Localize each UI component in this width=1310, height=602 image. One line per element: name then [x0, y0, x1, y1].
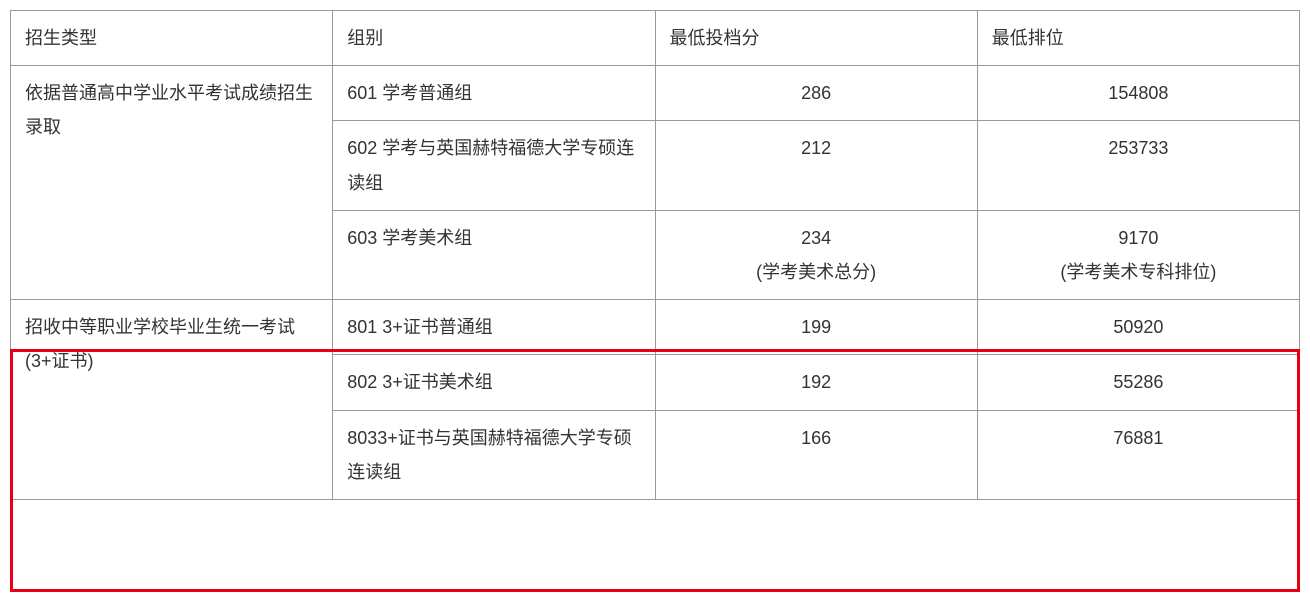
- type-cell: 招收中等职业学校毕业生统一考试(3+证书): [11, 300, 333, 500]
- score-cell: 212: [655, 121, 977, 210]
- col-header-score: 最低投档分: [655, 11, 977, 66]
- group-cell: 801 3+证书普通组: [333, 300, 655, 355]
- group-cell: 602 学考与英国赫特福德大学专硕连读组: [333, 121, 655, 210]
- table-row: 招收中等职业学校毕业生统一考试(3+证书) 801 3+证书普通组 199 50…: [11, 300, 1300, 355]
- col-header-group: 组别: [333, 11, 655, 66]
- group-cell: 601 学考普通组: [333, 66, 655, 121]
- score-note: (学考美术总分): [756, 262, 876, 282]
- group-cell: 802 3+证书美术组: [333, 355, 655, 410]
- score-cell: 166: [655, 410, 977, 499]
- group-cell: 603 学考美术组: [333, 210, 655, 299]
- admissions-table: 招生类型 组别 最低投档分 最低排位 依据普通高中学业水平考试成绩招生录取 60…: [10, 10, 1300, 500]
- rank-cell: 76881: [977, 410, 1299, 499]
- col-header-rank: 最低排位: [977, 11, 1299, 66]
- score-cell: 199: [655, 300, 977, 355]
- rank-cell: 9170 (学考美术专科排位): [977, 210, 1299, 299]
- score-cell: 286: [655, 66, 977, 121]
- table-header-row: 招生类型 组别 最低投档分 最低排位: [11, 11, 1300, 66]
- rank-value: 9170: [1118, 228, 1158, 248]
- rank-cell: 55286: [977, 355, 1299, 410]
- score-cell: 234 (学考美术总分): [655, 210, 977, 299]
- score-cell: 192: [655, 355, 977, 410]
- type-cell: 依据普通高中学业水平考试成绩招生录取: [11, 66, 333, 300]
- rank-cell: 50920: [977, 300, 1299, 355]
- score-value: 234: [801, 228, 831, 248]
- table-row: 依据普通高中学业水平考试成绩招生录取 601 学考普通组 286 154808: [11, 66, 1300, 121]
- rank-note: (学考美术专科排位): [1060, 262, 1216, 282]
- rank-cell: 154808: [977, 66, 1299, 121]
- group-cell: 8033+证书与英国赫特福德大学专硕连读组: [333, 410, 655, 499]
- rank-cell: 253733: [977, 121, 1299, 210]
- col-header-type: 招生类型: [11, 11, 333, 66]
- admissions-table-wrap: 招生类型 组别 最低投档分 最低排位 依据普通高中学业水平考试成绩招生录取 60…: [10, 10, 1300, 500]
